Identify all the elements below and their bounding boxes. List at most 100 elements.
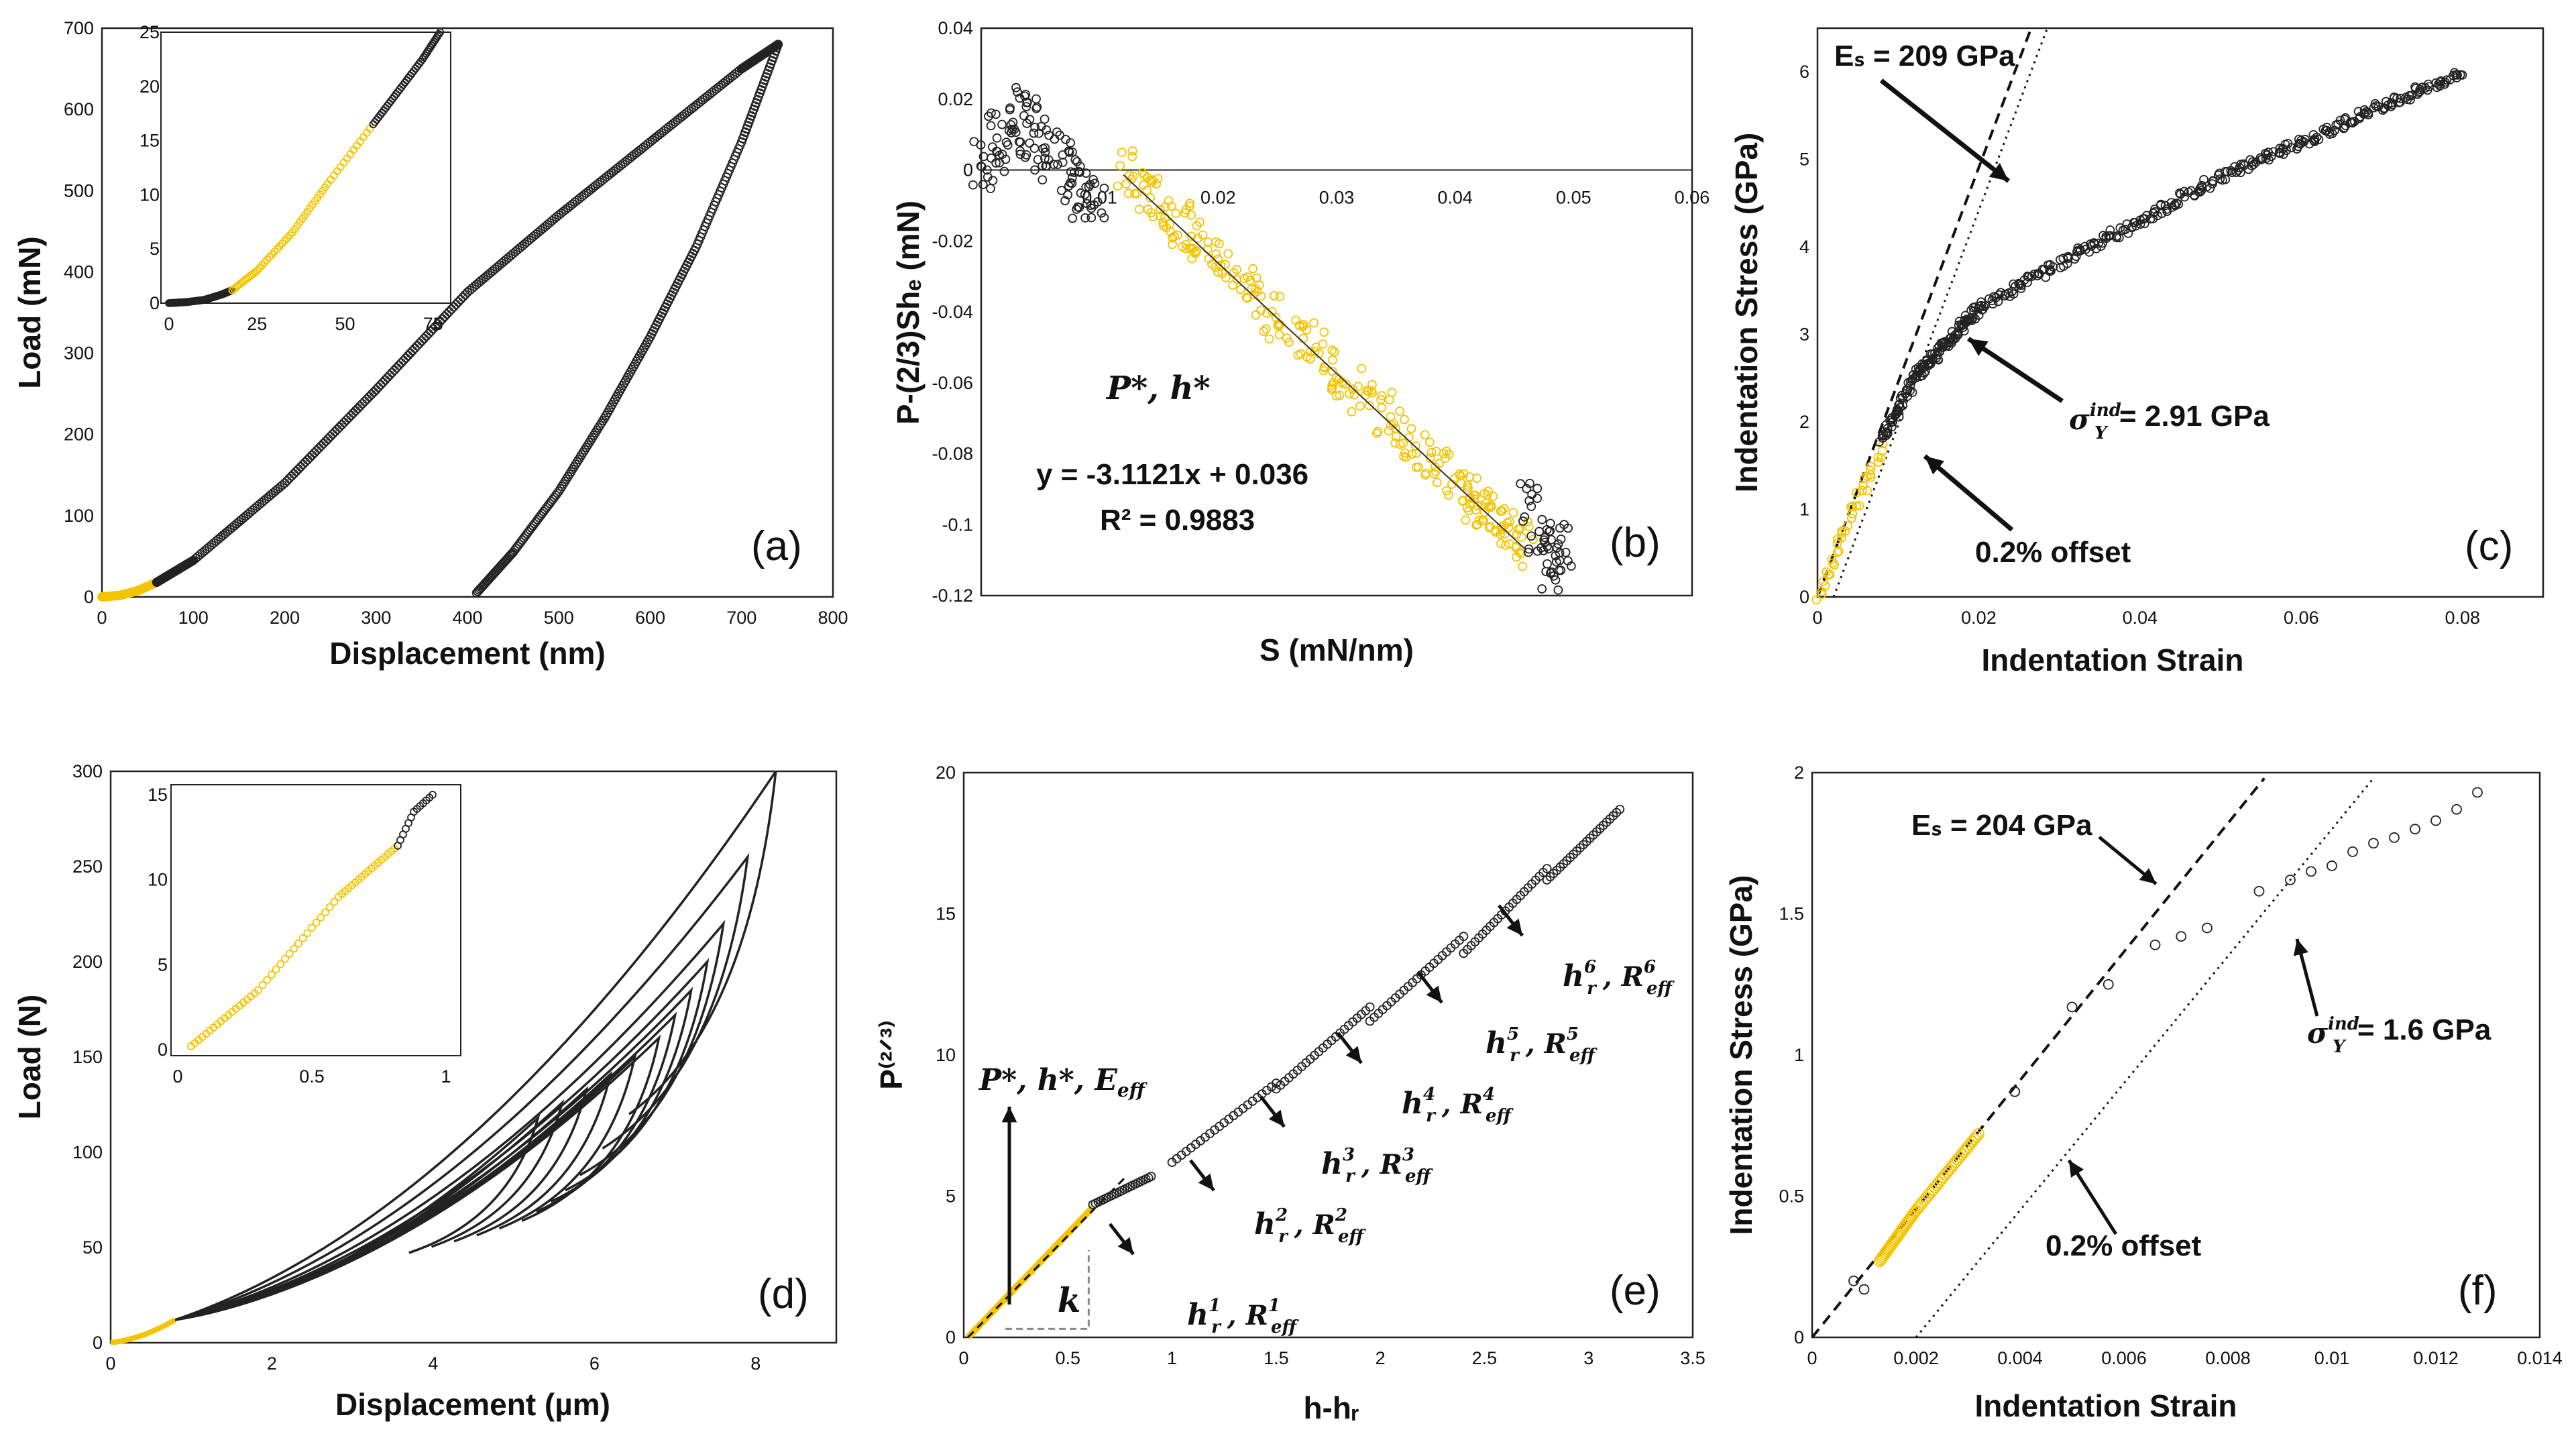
- y-tick-label: 0.5: [1779, 1186, 1804, 1207]
- a-point: [378, 378, 388, 388]
- c-point: [2231, 168, 2241, 177]
- b-point: [1011, 82, 1021, 93]
- x-tick-label: 75: [423, 314, 443, 334]
- d-inset-point: [312, 918, 321, 927]
- b-point: [1137, 168, 1147, 178]
- a-point: [421, 331, 431, 341]
- f-offset-arrow-head: [2069, 1160, 2084, 1178]
- e-point: [1585, 833, 1595, 843]
- e-point: [1591, 827, 1602, 837]
- b-point: [1457, 478, 1466, 488]
- c-point: [1820, 581, 1830, 591]
- b-point: [1040, 114, 1050, 124]
- b-point: [1443, 490, 1453, 500]
- y-tick-label: 25: [139, 22, 160, 42]
- b-point: [986, 153, 996, 163]
- c-point: [1832, 535, 1842, 545]
- b-point: [1061, 135, 1070, 144]
- c-point: [2349, 117, 2359, 126]
- b-point: [1007, 124, 1017, 134]
- b-point: [1146, 208, 1156, 217]
- b-point: [1395, 406, 1405, 416]
- b-point: [1254, 280, 1264, 290]
- a-point: [412, 341, 422, 351]
- d-yellow-segment: [110, 1317, 177, 1345]
- f-point: [2285, 875, 2296, 885]
- y-tick-label: 5: [1799, 150, 1809, 170]
- c-point: [2024, 272, 2033, 282]
- a-point: [444, 307, 454, 317]
- e-h-sep: , R: [1602, 961, 1644, 993]
- e-point: [1565, 852, 1575, 863]
- b-point: [1385, 395, 1394, 405]
- a-inset-point: [429, 38, 438, 46]
- b-point: [1472, 474, 1482, 484]
- f-point: [2430, 815, 2441, 826]
- a-point: [341, 415, 351, 425]
- f-point: [2306, 866, 2316, 877]
- d-inset-point: [272, 965, 280, 974]
- c-panel-label: (c): [2465, 523, 2513, 569]
- b-point: [1329, 347, 1339, 357]
- d-inset-point: [294, 939, 302, 948]
- f-point: [1858, 1284, 1870, 1295]
- b-point: [1068, 213, 1078, 223]
- y-tick-label: -0.12: [932, 586, 973, 606]
- a-xlabel: Displacement (nm): [329, 636, 606, 671]
- b-point: [1556, 534, 1566, 544]
- e-h-sup: 1: [1209, 1296, 1221, 1316]
- d-inset-point: [330, 897, 339, 906]
- b-point: [1516, 479, 1526, 489]
- b-point: [1406, 424, 1416, 433]
- d-inset-point: [429, 791, 437, 799]
- b-point: [1514, 524, 1523, 534]
- b-point: [1180, 208, 1190, 218]
- d-cycle-curve: [174, 852, 750, 1321]
- f-point: [2066, 1001, 2078, 1013]
- e-h-sep: , R: [1227, 1300, 1268, 1331]
- b-point: [1267, 307, 1277, 317]
- a-point: [312, 445, 322, 455]
- a-inset-point: [431, 36, 439, 44]
- b-point: [1038, 175, 1048, 185]
- b-point: [1156, 211, 1165, 221]
- a-inset-point: [435, 30, 443, 38]
- b-point: [1450, 474, 1460, 484]
- b-point: [1484, 523, 1494, 533]
- e-h-label: h2 r, R2 eff: [1254, 1205, 1367, 1247]
- b-point: [1156, 205, 1166, 215]
- y-tick-label: 2: [1799, 412, 1809, 432]
- c-point: [2094, 238, 2104, 248]
- b-point: [1021, 102, 1031, 111]
- b-point: [1516, 532, 1526, 542]
- b-point: [1435, 459, 1444, 468]
- b-point: [1512, 552, 1521, 562]
- c-point: [1852, 488, 1862, 498]
- f-panel-label: (f): [2458, 1268, 2498, 1314]
- b-point: [1211, 237, 1221, 247]
- a-point: [355, 401, 365, 411]
- e-point: [1562, 856, 1572, 866]
- b-point: [1221, 260, 1230, 270]
- d-xlabel: Displacement (µm): [335, 1387, 610, 1422]
- b-point: [1142, 185, 1152, 195]
- b-point: [1364, 400, 1374, 410]
- y-tick-label: 10: [139, 184, 160, 205]
- b-r2: R² = 0.9883: [1100, 504, 1255, 537]
- c-point: [2023, 278, 2032, 288]
- b-point: [1036, 121, 1046, 131]
- b-point: [1031, 94, 1041, 104]
- a-point: [414, 339, 425, 348]
- b-point: [1442, 486, 1451, 496]
- e-point: [1542, 875, 1552, 885]
- b-point: [1420, 470, 1431, 480]
- a-point: [328, 429, 337, 439]
- d-inset-point: [268, 970, 276, 979]
- b-point: [1411, 462, 1421, 472]
- c-point: [2162, 204, 2172, 214]
- c-point: [2172, 199, 2182, 208]
- f-point: [2327, 860, 2337, 871]
- y-tick-label: 150: [72, 1047, 103, 1067]
- a-point: [289, 469, 299, 479]
- b-point: [1523, 547, 1533, 557]
